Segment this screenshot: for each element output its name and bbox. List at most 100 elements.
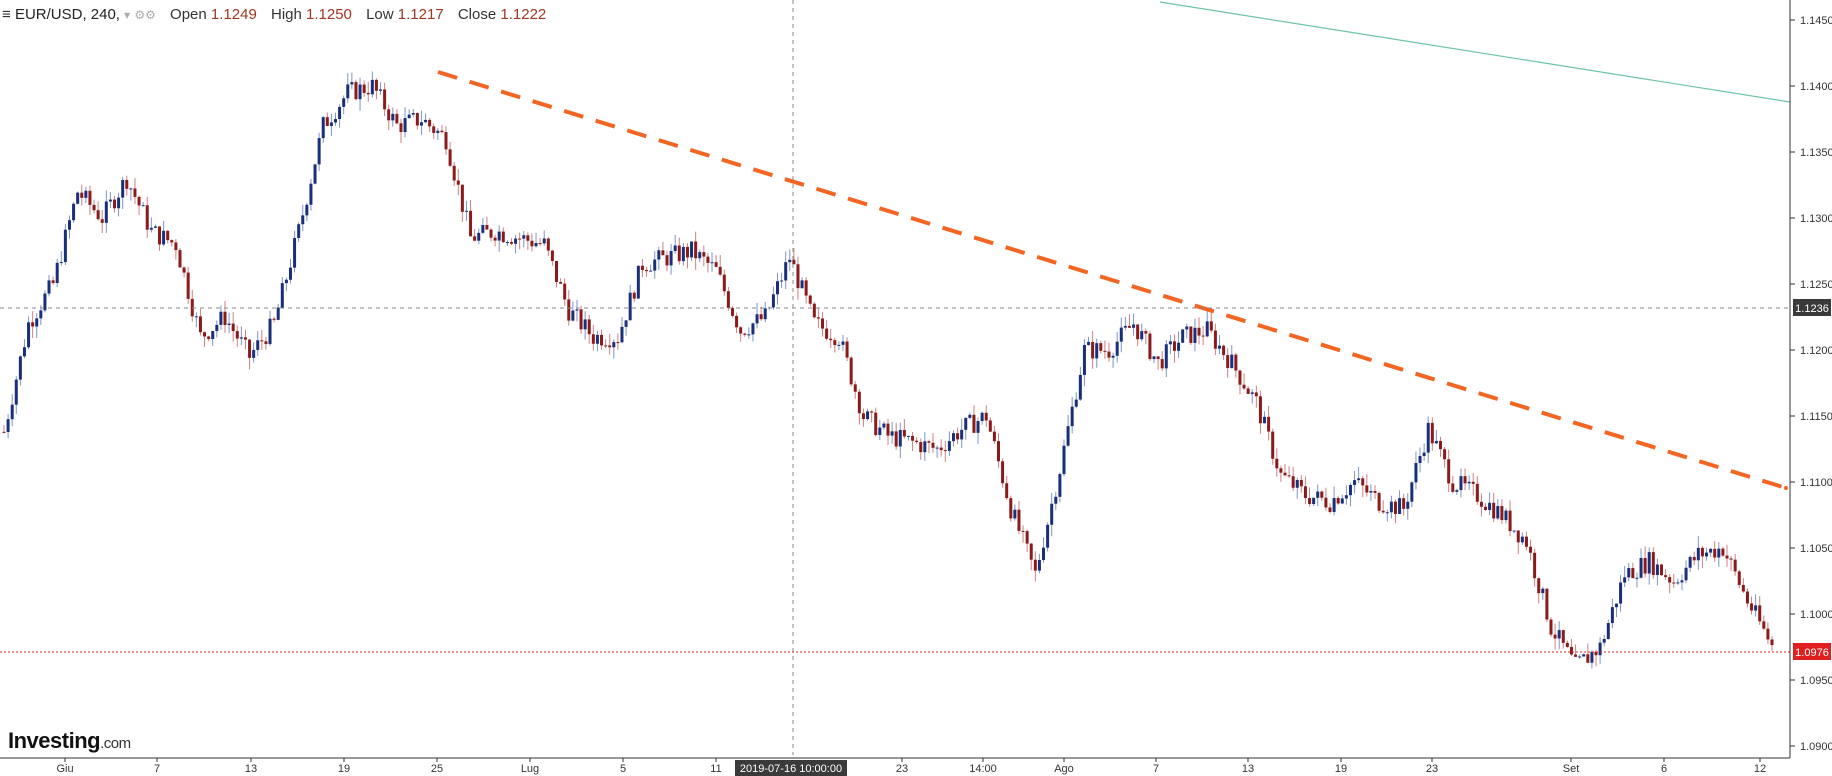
- candle-body: [1627, 568, 1631, 578]
- candle-body: [1140, 331, 1144, 340]
- candle-body: [1745, 591, 1749, 604]
- settings-icon[interactable]: ⚙⚙: [134, 8, 156, 22]
- candle-body: [403, 118, 407, 133]
- candle-body: [669, 251, 673, 266]
- long-term-trendline[interactable]: [1159, 1, 1791, 103]
- price-tick-label: 1.1300: [1800, 213, 1832, 225]
- candle-body: [1668, 577, 1672, 583]
- candle-body: [1078, 374, 1082, 400]
- candle-body: [1152, 356, 1156, 360]
- candle-body: [1123, 325, 1127, 328]
- candle-body: [293, 237, 297, 268]
- candle-body: [1733, 559, 1737, 572]
- candle-body: [43, 293, 47, 311]
- candle-body: [334, 119, 337, 123]
- candle-body: [1033, 559, 1037, 571]
- candle-body: [796, 264, 800, 289]
- candle-body: [636, 265, 640, 299]
- time-tick-label: Giu: [56, 763, 73, 775]
- candle-body: [260, 340, 264, 342]
- candle-body: [1160, 359, 1164, 369]
- candle-body: [1095, 343, 1099, 359]
- candle-body: [923, 441, 927, 453]
- candle-body: [379, 89, 383, 91]
- candle-body: [1009, 498, 1013, 519]
- candle-body: [329, 122, 333, 126]
- candle-body: [1242, 384, 1246, 389]
- candle-body: [874, 412, 878, 436]
- candle-body: [1508, 510, 1512, 532]
- chevron-down-icon[interactable]: ▾: [124, 8, 131, 22]
- candle-body: [788, 259, 792, 263]
- candle-body: [460, 184, 464, 212]
- candle-body: [313, 164, 317, 184]
- trendline-end-point[interactable]: [1784, 486, 1788, 490]
- descending-trendline[interactable]: [437, 70, 1787, 490]
- candle-body: [1524, 536, 1528, 547]
- logo-suffix: .com: [100, 735, 131, 752]
- candle-body: [411, 112, 415, 115]
- candle-body: [1058, 474, 1062, 497]
- candle-body: [1107, 351, 1111, 358]
- candle-body: [1205, 321, 1209, 337]
- symbol-label[interactable]: EUR/USD, 240,: [14, 6, 120, 23]
- candle-body: [276, 307, 280, 320]
- candle-body: [988, 420, 992, 432]
- candle-body: [419, 122, 423, 126]
- candle-body: [203, 332, 207, 337]
- candle-body: [67, 220, 71, 230]
- candle-body: [1725, 555, 1729, 559]
- candle-body: [178, 250, 182, 268]
- candle-body: [158, 226, 162, 245]
- candle-body: [1222, 345, 1226, 356]
- candle-body: [911, 435, 915, 441]
- candle-body: [1148, 333, 1152, 360]
- candle-body: [149, 227, 153, 230]
- time-axis[interactable]: Giu 7 13 19 25 Lug 5 11 23 14:00 Ago 7 13 19 23 Set 6 12: [56, 758, 1766, 775]
- candle-body: [886, 423, 890, 436]
- candle-body: [1393, 501, 1397, 514]
- candle-body: [890, 431, 894, 436]
- candle-body: [1758, 605, 1762, 622]
- candle-body: [1005, 483, 1009, 499]
- menu-icon[interactable]: ≡: [2, 6, 11, 23]
- candle-body: [1557, 630, 1561, 639]
- candle-body: [546, 238, 550, 251]
- last-price-label: 1.0976: [1795, 647, 1829, 659]
- candle-body: [694, 241, 698, 259]
- candle-body: [96, 210, 100, 220]
- candle-body: [1410, 482, 1414, 502]
- candle-body: [776, 281, 779, 295]
- candle-body: [587, 319, 591, 335]
- candle-body: [1042, 547, 1046, 560]
- candle-body: [1279, 468, 1283, 473]
- candle-body: [1549, 619, 1553, 635]
- candle-body: [702, 252, 706, 257]
- candle-body: [632, 292, 636, 299]
- price-axis[interactable]: 1.1450 1.1400 1.1350 1.1300 1.1250 1.1200 1.11…: [1790, 15, 1832, 753]
- candle-body: [288, 267, 292, 280]
- candle-body: [1721, 548, 1725, 556]
- candle-body: [1512, 530, 1516, 532]
- candle-body: [1484, 506, 1488, 511]
- candle-body: [722, 274, 726, 292]
- candle-body: [1189, 326, 1193, 343]
- candle-body: [935, 447, 939, 449]
- candle-body: [1741, 584, 1745, 592]
- candle-body: [1406, 501, 1410, 509]
- candle-body: [51, 280, 55, 284]
- low-label: Low: [366, 6, 394, 23]
- candle-body: [1025, 531, 1029, 544]
- time-tick-label: 23: [896, 763, 908, 775]
- candle-body: [1136, 324, 1140, 340]
- candle-body: [759, 314, 763, 320]
- investing-logo[interactable]: Investing.com: [8, 728, 131, 754]
- candle-body: [771, 294, 775, 308]
- candle-body: [845, 341, 849, 358]
- candle-body: [1254, 392, 1258, 397]
- candle-body: [1565, 642, 1569, 647]
- candle-body: [1082, 345, 1086, 375]
- candle-body: [571, 310, 575, 321]
- candle-body: [1582, 654, 1586, 657]
